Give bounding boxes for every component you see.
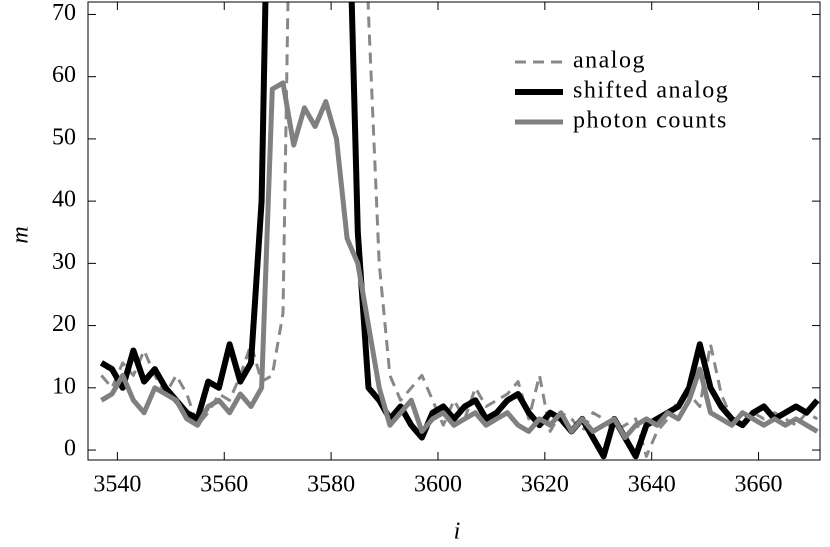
- x-tick-label: 3620: [521, 472, 569, 498]
- x-tick-label: 3560: [200, 472, 248, 498]
- y-tick-label: 20: [52, 311, 76, 337]
- y-tick-label: 10: [52, 373, 76, 399]
- y-axis-label: m: [8, 226, 34, 243]
- x-tick-label: 3580: [307, 472, 355, 498]
- x-tick-label: 3660: [735, 472, 783, 498]
- y-tick-label: 30: [52, 249, 76, 275]
- legend-label: photon counts: [573, 108, 728, 134]
- y-tick-label: 0: [64, 436, 76, 462]
- y-tick-label: 60: [52, 62, 76, 88]
- legend-label: analog: [573, 48, 646, 74]
- y-tick-label: 40: [52, 187, 76, 213]
- y-tick-label: 50: [52, 124, 76, 150]
- plot-area: [99, 2, 820, 460]
- series-line: [100, 80, 819, 441]
- x-axis-label: i: [454, 519, 461, 545]
- x-tick-label: 3600: [414, 472, 462, 498]
- series-line: [99, 2, 820, 460]
- x-tick-label: 3540: [93, 472, 141, 498]
- y-tick-label: 70: [52, 0, 76, 26]
- legend-label: shifted analog: [573, 78, 729, 104]
- plot-frame: [87, 1, 821, 461]
- x-tick-label: 3640: [628, 472, 676, 498]
